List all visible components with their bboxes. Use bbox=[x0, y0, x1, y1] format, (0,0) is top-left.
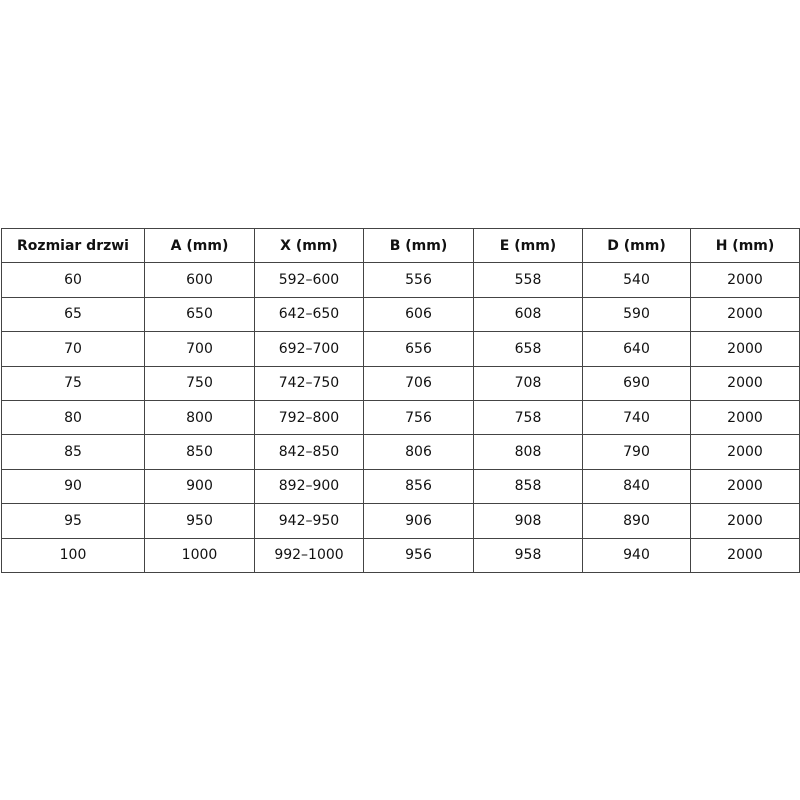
table-cell: 850 bbox=[144, 434, 255, 470]
table-cell: 942–950 bbox=[254, 503, 364, 539]
column-header: D (mm) bbox=[582, 227, 691, 264]
table-cell: 692–700 bbox=[254, 331, 364, 367]
table-cell: 708 bbox=[473, 365, 583, 401]
table-cell: 950 bbox=[144, 503, 255, 539]
table-cell: 540 bbox=[582, 262, 691, 298]
table-cell: 2000 bbox=[690, 434, 800, 470]
table-cell: 95 bbox=[1, 503, 145, 539]
column-header: A (mm) bbox=[144, 227, 255, 264]
table-cell: 90 bbox=[1, 468, 145, 505]
table-cell: 700 bbox=[144, 331, 255, 367]
table-cell: 2000 bbox=[690, 399, 800, 436]
table-row: 100 1000 992–1000 956 958 940 2000 bbox=[1, 537, 800, 573]
table-cell: 758 bbox=[473, 399, 583, 436]
table-cell: 608 bbox=[473, 296, 583, 333]
table-cell: 800 bbox=[144, 399, 255, 436]
table-row: 90 900 892–900 856 858 840 2000 bbox=[1, 468, 800, 505]
table-cell: 650 bbox=[144, 296, 255, 333]
table-cell: 2000 bbox=[690, 537, 800, 573]
table-row: 95 950 942–950 906 908 890 2000 bbox=[1, 503, 800, 539]
table-cell: 100 bbox=[1, 537, 145, 573]
table-cell: 900 bbox=[144, 468, 255, 505]
table-cell: 992–1000 bbox=[254, 537, 364, 573]
column-header: X (mm) bbox=[254, 227, 364, 264]
table-cell: 940 bbox=[582, 537, 691, 573]
table-cell: 756 bbox=[363, 399, 474, 436]
table-cell: 956 bbox=[363, 537, 474, 573]
table-cell: 80 bbox=[1, 399, 145, 436]
table-cell: 958 bbox=[473, 537, 583, 573]
table-cell: 640 bbox=[582, 331, 691, 367]
table-cell: 1000 bbox=[144, 537, 255, 573]
table-body: 60 600 592–600 556 558 540 2000 65 650 642–650 606… bbox=[1, 262, 800, 573]
door-size-table: Rozmiar drzwi A (mm) X (mm) B (mm) E (mm) D (… bbox=[1, 227, 800, 573]
table-cell: 792–800 bbox=[254, 399, 364, 436]
table-cell: 2000 bbox=[690, 262, 800, 298]
table-cell: 556 bbox=[363, 262, 474, 298]
table-cell: 75 bbox=[1, 365, 145, 401]
column-header: E (mm) bbox=[473, 227, 583, 264]
column-header: B (mm) bbox=[363, 227, 474, 264]
table-cell: 808 bbox=[473, 434, 583, 470]
table-cell: 65 bbox=[1, 296, 145, 333]
table-cell: 70 bbox=[1, 331, 145, 367]
table-cell: 2000 bbox=[690, 365, 800, 401]
table-row: 65 650 642–650 606 608 590 2000 bbox=[1, 296, 800, 333]
table-cell: 892–900 bbox=[254, 468, 364, 505]
table-cell: 706 bbox=[363, 365, 474, 401]
table-cell: 906 bbox=[363, 503, 474, 539]
table-cell: 558 bbox=[473, 262, 583, 298]
column-header: Rozmiar drzwi bbox=[1, 227, 145, 264]
table-cell: 600 bbox=[144, 262, 255, 298]
table-cell: 658 bbox=[473, 331, 583, 367]
table-cell: 656 bbox=[363, 331, 474, 367]
table-cell: 2000 bbox=[690, 331, 800, 367]
table-cell: 806 bbox=[363, 434, 474, 470]
table-cell: 790 bbox=[582, 434, 691, 470]
table-cell: 856 bbox=[363, 468, 474, 505]
column-header: H (mm) bbox=[690, 227, 800, 264]
table-cell: 750 bbox=[144, 365, 255, 401]
table-cell: 590 bbox=[582, 296, 691, 333]
table-row: 60 600 592–600 556 558 540 2000 bbox=[1, 262, 800, 298]
table-cell: 606 bbox=[363, 296, 474, 333]
table-row: 85 850 842–850 806 808 790 2000 bbox=[1, 434, 800, 470]
table-cell: 908 bbox=[473, 503, 583, 539]
table-cell: 2000 bbox=[690, 468, 800, 505]
header-row: Rozmiar drzwi A (mm) X (mm) B (mm) E (mm) D (… bbox=[1, 227, 800, 264]
table-cell: 740 bbox=[582, 399, 691, 436]
table-cell: 60 bbox=[1, 262, 145, 298]
table-row: 75 750 742–750 706 708 690 2000 bbox=[1, 365, 800, 401]
table-cell: 85 bbox=[1, 434, 145, 470]
table-cell: 858 bbox=[473, 468, 583, 505]
table-cell: 742–750 bbox=[254, 365, 364, 401]
table-cell: 840 bbox=[582, 468, 691, 505]
table-cell: 890 bbox=[582, 503, 691, 539]
table-cell: 690 bbox=[582, 365, 691, 401]
table-cell: 842–850 bbox=[254, 434, 364, 470]
table-row: 70 700 692–700 656 658 640 2000 bbox=[1, 331, 800, 367]
table-cell: 592–600 bbox=[254, 262, 364, 298]
table-cell: 2000 bbox=[690, 503, 800, 539]
table-row: 80 800 792–800 756 758 740 2000 bbox=[1, 399, 800, 436]
table-cell: 642–650 bbox=[254, 296, 364, 333]
table-cell: 2000 bbox=[690, 296, 800, 333]
